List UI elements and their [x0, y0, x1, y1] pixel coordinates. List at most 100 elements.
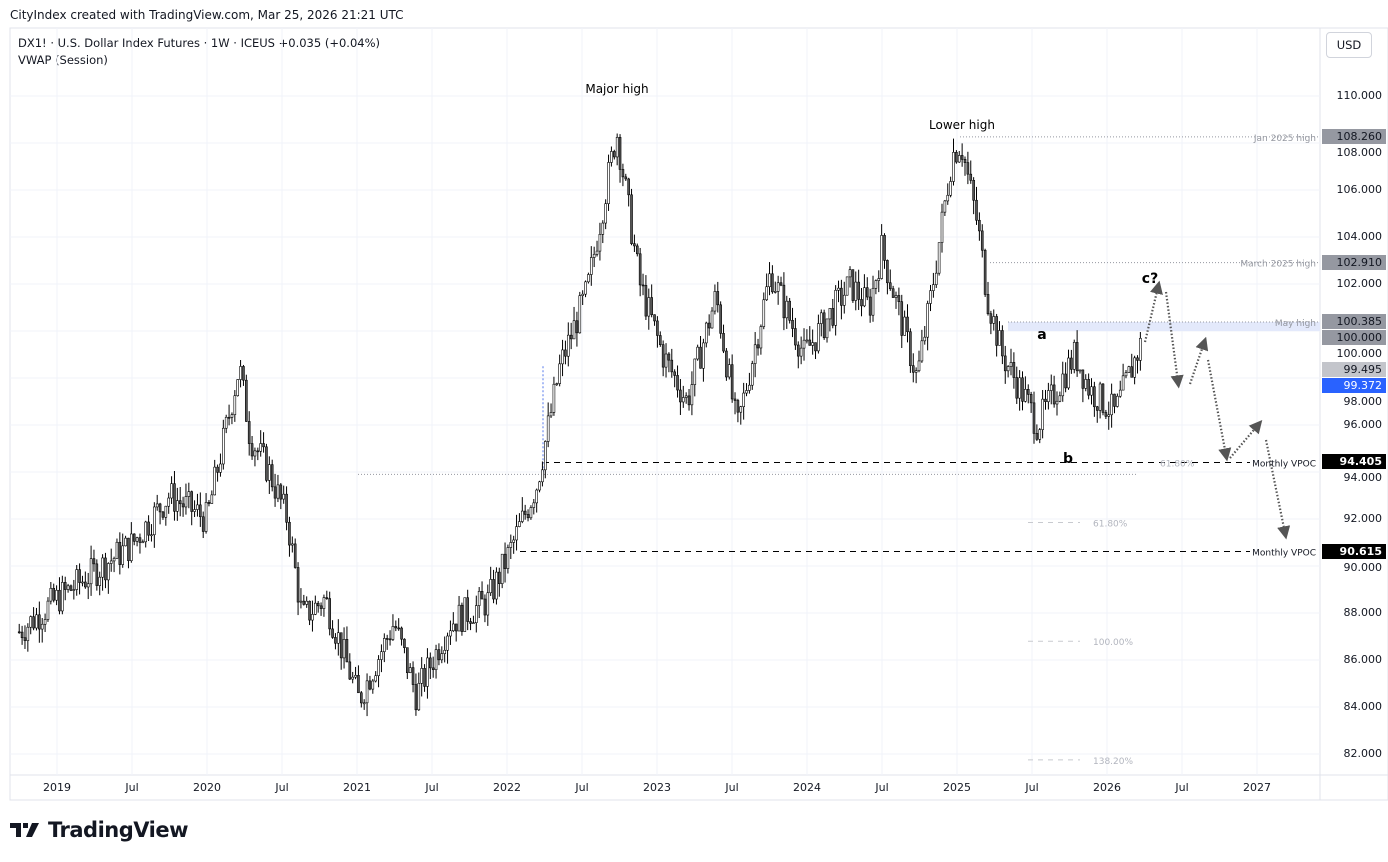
- candle-body: [460, 604, 464, 632]
- wave-label-c[interactable]: c?: [1142, 271, 1158, 287]
- level-label[interactable]: May high: [1275, 319, 1316, 329]
- wave-label-b[interactable]: b: [1063, 451, 1073, 467]
- candle-body: [454, 623, 458, 632]
- candle-body: [733, 398, 737, 401]
- candle-body: [150, 534, 153, 537]
- level-label[interactable]: March 2025 high: [1240, 260, 1316, 270]
- candle-body: [819, 312, 823, 324]
- indicator-vwap[interactable]: VWAP (Session): [18, 53, 108, 67]
- candle-body: [38, 614, 41, 630]
- candle-body: [578, 295, 582, 334]
- symbol-info[interactable]: DX1! · U.S. Dollar Index Futures · 1W · …: [18, 36, 380, 50]
- candle-body: [426, 657, 429, 687]
- candle-body: [1087, 379, 1090, 396]
- candle-body: [1101, 383, 1105, 413]
- candle-body: [917, 360, 921, 372]
- candle-body: [449, 630, 452, 637]
- candle-body: [532, 502, 536, 508]
- x-tick-label: Jul: [1024, 781, 1038, 794]
- candle-body: [1029, 394, 1033, 404]
- candle-body: [391, 626, 395, 640]
- x-tick-label: 2023: [643, 781, 671, 794]
- candle-body: [811, 342, 814, 346]
- candle-body: [247, 421, 251, 444]
- candle-body: [299, 600, 303, 603]
- annotation-lower-high[interactable]: Lower high: [929, 118, 995, 132]
- candle-body: [598, 234, 602, 252]
- candle-body: [831, 308, 835, 326]
- candle-body: [670, 359, 674, 373]
- x-tick-label: Jul: [124, 781, 138, 794]
- tradingview-logo-icon: [10, 823, 39, 837]
- y-tick-label: 90.000: [1343, 560, 1383, 574]
- candle-body: [1078, 369, 1082, 372]
- candle-body: [920, 340, 924, 362]
- fib-label[interactable]: 61.80%: [1093, 520, 1128, 530]
- candle-body: [213, 466, 217, 496]
- candle-body: [158, 503, 162, 513]
- candle-body: [1093, 386, 1096, 408]
- candle-body: [1070, 357, 1073, 370]
- candle-body: [282, 493, 285, 500]
- candle-body: [822, 312, 826, 339]
- candle-body: [785, 300, 789, 319]
- candle-body: [978, 219, 981, 232]
- candle-body: [199, 504, 202, 518]
- candle-body: [834, 289, 837, 326]
- candle-body: [992, 316, 996, 324]
- y-tick-label: 98.000: [1343, 394, 1383, 408]
- candle-body: [1084, 379, 1088, 389]
- candle-body: [589, 257, 593, 275]
- candle-body: [750, 363, 754, 386]
- candle-body: [380, 651, 383, 660]
- x-tick-label: 2019: [43, 781, 71, 794]
- level-label[interactable]: Jan 2025 high: [1253, 134, 1316, 144]
- candle-body: [656, 320, 659, 336]
- level-label[interactable]: Monthly VPOC: [1252, 549, 1316, 559]
- candle-body: [66, 585, 70, 590]
- candle-body: [716, 291, 720, 306]
- candle-body: [595, 250, 599, 255]
- candle-body: [1052, 384, 1056, 405]
- fib-label[interactable]: 61.80%: [1160, 459, 1195, 469]
- projection-arrow: [1206, 359, 1232, 462]
- candle-body: [173, 483, 176, 512]
- candle-body: [799, 347, 803, 357]
- candle-body: [572, 320, 576, 340]
- candle-body: [334, 637, 337, 644]
- candle-body: [730, 364, 734, 400]
- candle-body: [897, 295, 901, 302]
- candle-body: [276, 484, 280, 499]
- projection-arrow: [1188, 336, 1209, 385]
- candle-body: [285, 493, 288, 523]
- candle-body: [719, 304, 722, 334]
- candle-body: [115, 541, 119, 559]
- candle-body: [1041, 398, 1044, 430]
- candle-body: [457, 604, 461, 632]
- candle-body: [932, 284, 935, 291]
- candle-body: [736, 400, 740, 413]
- candle-body: [842, 294, 846, 306]
- candle-body: [1110, 393, 1113, 416]
- candle-body: [966, 162, 970, 175]
- fib-label[interactable]: 100.00%: [1093, 638, 1133, 648]
- candle-body: [1081, 369, 1085, 389]
- y-tick-label: 108.000: [1336, 145, 1383, 159]
- symbol-legend[interactable]: DX1! · U.S. Dollar Index Futures · 1W · …: [18, 35, 380, 69]
- currency-button[interactable]: USD: [1326, 32, 1372, 58]
- candle-body: [84, 581, 87, 588]
- wave-label-a[interactable]: a: [1037, 327, 1046, 343]
- level-label[interactable]: Monthly VPOC: [1252, 459, 1316, 469]
- candle-body: [49, 587, 53, 602]
- candle-body: [325, 597, 329, 599]
- candle-body: [745, 390, 748, 394]
- candle-body: [684, 395, 688, 398]
- candle-body: [653, 314, 656, 322]
- annotation-major-high[interactable]: Major high: [585, 82, 648, 96]
- candle-body: [581, 293, 584, 296]
- candle-body: [880, 235, 883, 279]
- price-chart[interactable]: 2019 Jul 2020 Jul 2021 Jul 2022 Jul 2023 Jul 2024 J…: [0, 0, 1388, 810]
- candle-body: [906, 316, 909, 333]
- fib-label[interactable]: 138.20%: [1093, 757, 1133, 767]
- candle-body: [704, 322, 708, 344]
